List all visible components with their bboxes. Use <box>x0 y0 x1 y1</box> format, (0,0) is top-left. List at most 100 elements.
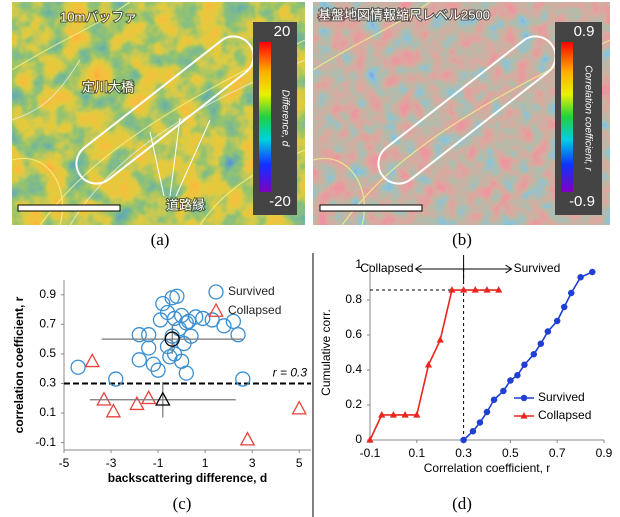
chart: -5 -3 -1 1 3 5 -0.1 0.1 0.3 0.5 0.7 0.9 backscatteri… <box>12 280 311 513</box>
arrow-right <box>464 265 512 273</box>
y-tick-label: 0.9 <box>39 287 56 301</box>
panel-a: 20 -20 Difference, d 10mバッファ 定川大橋 道路縁 (a… <box>12 2 305 249</box>
colorbar-min: -20 <box>269 193 291 210</box>
marker <box>491 397 496 402</box>
marker <box>142 341 156 355</box>
marker <box>414 412 419 417</box>
marker <box>531 352 536 357</box>
map-label: 道路縁 <box>166 197 205 212</box>
map-label: 10mバッファ <box>60 9 137 24</box>
y-tick-label: 0.7 <box>39 317 56 331</box>
y-tick-label: 0.8 <box>345 292 362 306</box>
marker <box>470 429 475 434</box>
legend-label: Collapsed <box>228 303 281 317</box>
marker <box>461 287 466 292</box>
map-label: 基盤地図情報縮尺レベル2500 <box>318 7 490 22</box>
x-tick-label: -1 <box>153 456 164 470</box>
x-tick-label: 5 <box>296 456 303 470</box>
marker <box>109 372 123 386</box>
x-tick-label: -3 <box>106 456 117 470</box>
y-tick-label: 0.1 <box>39 405 56 419</box>
caption: (c) <box>173 494 192 513</box>
marker <box>578 275 583 280</box>
x-tick-label: 1 <box>202 456 209 470</box>
colorbar-min: -0.9 <box>569 193 595 210</box>
marker <box>71 360 85 374</box>
marker <box>473 287 478 292</box>
legend-label: Survived <box>538 390 585 404</box>
marker <box>461 437 466 442</box>
y-tick-label: 0.3 <box>39 376 56 390</box>
marker <box>241 433 254 445</box>
series-line <box>370 290 499 440</box>
marker <box>508 378 513 383</box>
annotation: Collapsed <box>360 261 413 275</box>
colorbar-label: Difference, d <box>279 90 290 147</box>
colorbar <box>561 42 573 192</box>
caption: (d) <box>452 494 472 513</box>
marker <box>379 412 384 417</box>
marker <box>545 329 550 334</box>
x-tick-label: 0.3 <box>455 446 472 460</box>
reference-label: r = 0.3 <box>273 366 308 380</box>
caption: (a) <box>151 230 170 249</box>
legend-label: Survived <box>228 284 275 298</box>
y-tick-label: 0 <box>355 432 362 446</box>
marker <box>555 318 560 323</box>
x-axis-title: backscattering difference, d <box>108 471 267 485</box>
marker <box>132 353 146 367</box>
x-tick-label: 3 <box>249 456 256 470</box>
marker <box>569 290 574 295</box>
marker <box>170 289 184 303</box>
scale-bar <box>320 205 422 211</box>
x-tick-label: 0.7 <box>549 446 566 460</box>
colorbar <box>259 42 271 192</box>
y-axis-title: correlation coefficient, r <box>12 296 26 433</box>
marker <box>590 269 595 274</box>
panel-b: 0.9 -0.9 Correlation coefficient, r 基盤地図… <box>313 2 610 249</box>
y-tick-label: 0.4 <box>345 362 362 376</box>
marker <box>107 405 120 417</box>
marker <box>293 402 306 414</box>
x-tick-label: 0.1 <box>408 446 425 460</box>
x-tick-label: 0.9 <box>596 446 613 460</box>
marker <box>515 373 520 378</box>
figure: 20 -20 Difference, d 10mバッファ 定川大橋 道路縁 (a… <box>0 0 620 517</box>
y-axis-title: Cumulative corr. <box>319 309 333 396</box>
y-tick-label: -0.1 <box>35 435 56 449</box>
map-label: 定川大橋 <box>82 79 134 94</box>
legend-marker <box>522 413 527 418</box>
marker <box>484 409 489 414</box>
x-tick-label: -0.1 <box>360 446 381 460</box>
marker <box>97 393 110 405</box>
marker <box>449 287 454 292</box>
arrow-left <box>416 265 464 273</box>
marker <box>477 420 482 425</box>
caption: (b) <box>452 230 472 249</box>
legend-marker <box>521 395 526 400</box>
marker <box>236 372 250 386</box>
marker <box>403 412 408 417</box>
colorbar-max: 0.9 <box>574 23 595 40</box>
y-tick-label: 0.6 <box>345 327 362 341</box>
marker <box>522 362 527 367</box>
marker <box>538 341 543 346</box>
y-tick-label: 0.5 <box>39 346 56 360</box>
marker <box>86 354 99 366</box>
marker <box>496 287 501 292</box>
marker <box>217 319 231 333</box>
marker <box>485 287 490 292</box>
marker <box>179 366 193 380</box>
x-tick-label: 0.5 <box>502 446 519 460</box>
marker <box>501 388 506 393</box>
colorbar-max: 20 <box>274 23 291 40</box>
y-tick-label: 0.2 <box>345 397 362 411</box>
marker <box>391 412 396 417</box>
marker <box>142 391 155 403</box>
x-tick-label: -5 <box>59 456 70 470</box>
legend-label: Collapsed <box>538 408 591 422</box>
annotation: Survived <box>514 261 561 275</box>
x-axis-title: Correlation coefficient, r <box>424 461 551 475</box>
colorbar-label: Correlation coefficient, r <box>582 65 593 171</box>
